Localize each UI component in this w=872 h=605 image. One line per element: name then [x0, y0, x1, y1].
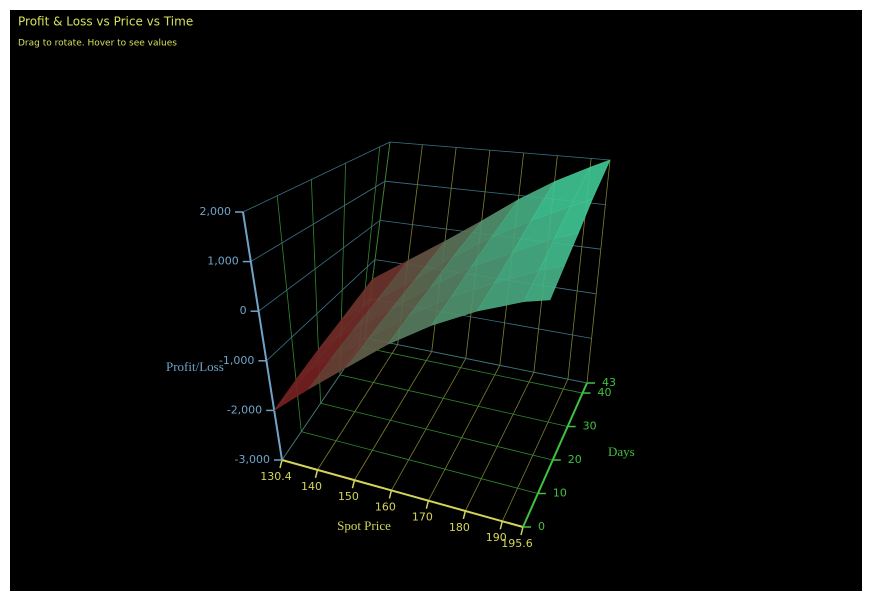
- y-tick-label: 10: [553, 487, 567, 500]
- grid-line: [317, 344, 399, 471]
- surface-cell: [523, 265, 565, 302]
- grid-line: [501, 378, 569, 522]
- x-tick-label: 170: [412, 511, 433, 524]
- x-tick: [279, 459, 283, 469]
- y-axis-label: Days: [608, 444, 635, 459]
- grid-line: [301, 431, 538, 494]
- z-axis-label: Profit/Loss: [166, 359, 224, 374]
- chart-title: Profit & Loss vs Price vs Time: [18, 15, 193, 29]
- x-axis: [281, 459, 524, 528]
- chart-subtitle[interactable]: Drag to rotate. Hover to see values: [18, 39, 177, 49]
- grid-line: [391, 358, 467, 491]
- z-tick-label: 1,000: [207, 255, 239, 268]
- grid-line: [586, 159, 611, 384]
- x-tick: [388, 490, 393, 499]
- x-tick-label: 195.6: [501, 537, 533, 550]
- y-tick-label: 0: [538, 520, 545, 533]
- y-tick-label: 20: [568, 453, 582, 466]
- grid-line: [428, 365, 501, 501]
- x-tick: [314, 469, 319, 479]
- x-tick: [351, 479, 356, 489]
- z-tick-label: -3,000: [235, 453, 270, 466]
- x-tick: [462, 510, 467, 520]
- y-tick-label: 43: [602, 376, 616, 389]
- y-tick-label: 30: [583, 420, 597, 433]
- x-tick-label: 190: [486, 531, 507, 544]
- grid-line: [250, 180, 386, 262]
- grid-line: [258, 220, 381, 312]
- x-tick-label: 150: [338, 490, 359, 503]
- grid-line: [464, 372, 535, 512]
- grid-line: [320, 402, 553, 461]
- grid-line: [359, 346, 583, 394]
- x-axis-label: Spot Price: [337, 518, 391, 533]
- x-tick-label: 140: [301, 480, 322, 493]
- y-tick-label: 40: [598, 386, 612, 399]
- y-axis: [522, 382, 588, 528]
- x-tick-label: 160: [375, 500, 396, 513]
- grid-line: [339, 374, 568, 427]
- grid-line: [354, 351, 433, 481]
- x-tick: [425, 500, 430, 509]
- grid-line: [242, 141, 391, 213]
- z-tick-label: -2,000: [227, 403, 262, 416]
- x-tick-label: 130.4: [260, 470, 292, 483]
- z-tick-label: 0: [240, 304, 247, 317]
- x-tick-label: 180: [449, 521, 470, 534]
- grid-line: [389, 141, 611, 161]
- x-tick: [520, 526, 524, 536]
- z-axis: [242, 211, 283, 461]
- grid-line: [364, 337, 588, 384]
- grid-line: [266, 259, 376, 362]
- x-tick: [499, 521, 504, 530]
- z-tick-label: -1,000: [219, 354, 254, 367]
- z-tick-label: 2,000: [200, 205, 232, 218]
